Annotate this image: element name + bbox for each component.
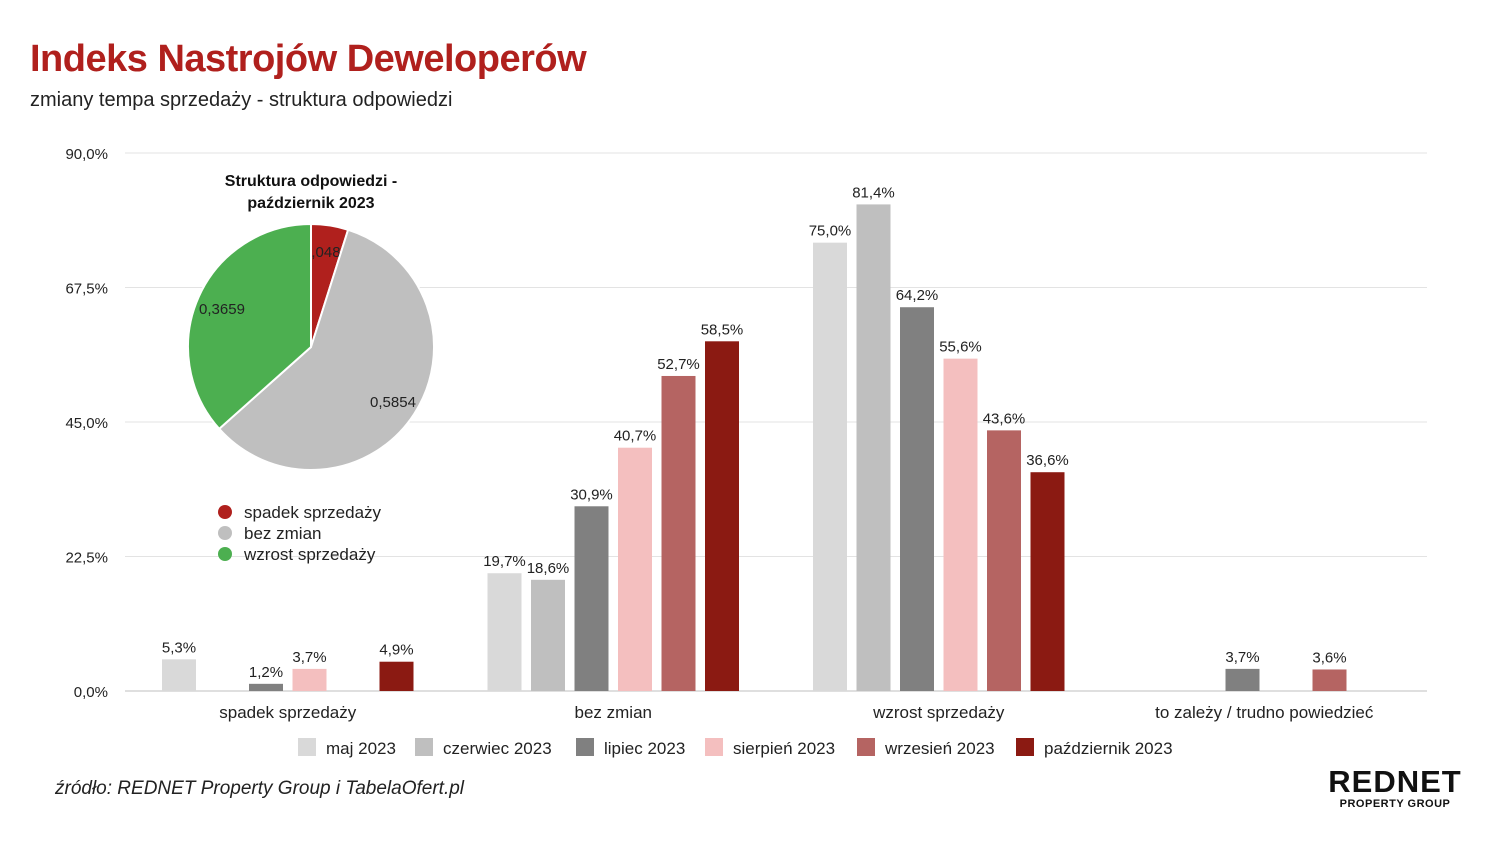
logo-main-text: REDNET [1328,764,1462,799]
y-tick-label: 45,0% [65,415,108,432]
data-label: 75,0% [809,223,852,240]
legend-label: czerwiec 2023 [443,739,552,758]
pie-legend-marker [218,526,232,540]
bar [487,573,522,691]
bar [1030,472,1065,691]
pie-title-line1: Struktura odpowiedzi - [225,173,397,190]
legend-label: sierpień 2023 [733,739,835,758]
page-title: Indeks Nastrojów Deweloperów [30,38,587,80]
data-label: 3,6% [1312,649,1346,666]
y-tick-label: 67,5% [65,281,108,298]
y-tick-label: 90,0% [65,146,108,163]
pie-title-line2: październik 2023 [247,195,374,212]
data-label: 81,4% [852,184,895,201]
pie-legend-marker [218,505,232,519]
data-label: 5,3% [162,639,196,656]
pie-legend-marker [218,547,232,561]
data-label: 64,2% [896,287,939,304]
logo-sub-text: PROPERTY GROUP [1339,798,1451,810]
bar [292,668,327,691]
bar [856,204,891,692]
legend-swatch [857,738,875,756]
data-label: 19,7% [483,553,526,570]
bar [531,579,565,691]
legend-swatch [705,738,723,756]
data-label: 43,6% [983,410,1026,427]
x-tick-label: spadek sprzedaży [219,703,357,722]
rednet-logo: REDNET PROPERTY GROUP [1320,764,1470,811]
data-label: 36,6% [1026,452,1069,469]
pie-slice-label: 0,5854 [370,394,416,411]
data-label: 4,9% [379,642,413,659]
bar [379,661,414,691]
source-note: źródło: REDNET Property Group i TabelaOf… [55,778,465,799]
pie-legend-label: spadek sprzedaży [244,503,382,522]
data-label: 3,7% [1225,649,1259,666]
bar [900,307,934,691]
legend-label: wrzesień 2023 [884,739,995,758]
x-tick-label: bez zmian [575,703,652,722]
y-tick-label: 22,5% [65,550,108,567]
data-label: 1,2% [249,664,283,681]
legend-swatch [1016,738,1034,756]
legend-swatch [415,738,433,756]
data-label: 40,7% [614,428,657,445]
bar [661,375,696,691]
page-subtitle: zmiany tempa sprzedaży - struktura odpow… [30,89,453,111]
legend-swatch [298,738,316,756]
bar [943,358,978,691]
bar [162,659,196,691]
bar [249,683,283,691]
bar [705,341,739,691]
pie-legend-label: bez zmian [244,524,321,543]
x-tick-label: wzrost sprzedaży [872,703,1005,722]
data-label: 30,9% [570,486,613,503]
legend-label: lipiec 2023 [604,739,685,758]
pie-legend-label: wzrost sprzedaży [243,545,376,564]
x-tick-label: to zależy / trudno powiedzieć [1155,703,1374,722]
y-tick-label: 0,0% [74,684,108,701]
pie-slice-label: 0,0488 [303,244,349,261]
data-label: 3,7% [292,649,326,666]
pie-slice [217,228,435,471]
pie-slice-label: 0,3659 [199,301,245,318]
data-label: 58,5% [701,321,744,338]
bar [987,430,1021,691]
pie-slice [187,222,312,431]
bar [1312,669,1347,691]
legend-label: maj 2023 [326,739,396,758]
data-label: 55,6% [939,339,982,356]
legend-label: październik 2023 [1044,739,1173,758]
bar [1225,668,1260,691]
data-label: 18,6% [527,560,570,577]
bar [813,242,847,691]
bar [618,447,652,691]
data-label: 52,7% [657,356,700,373]
bar [574,506,609,691]
legend-swatch [576,738,594,756]
